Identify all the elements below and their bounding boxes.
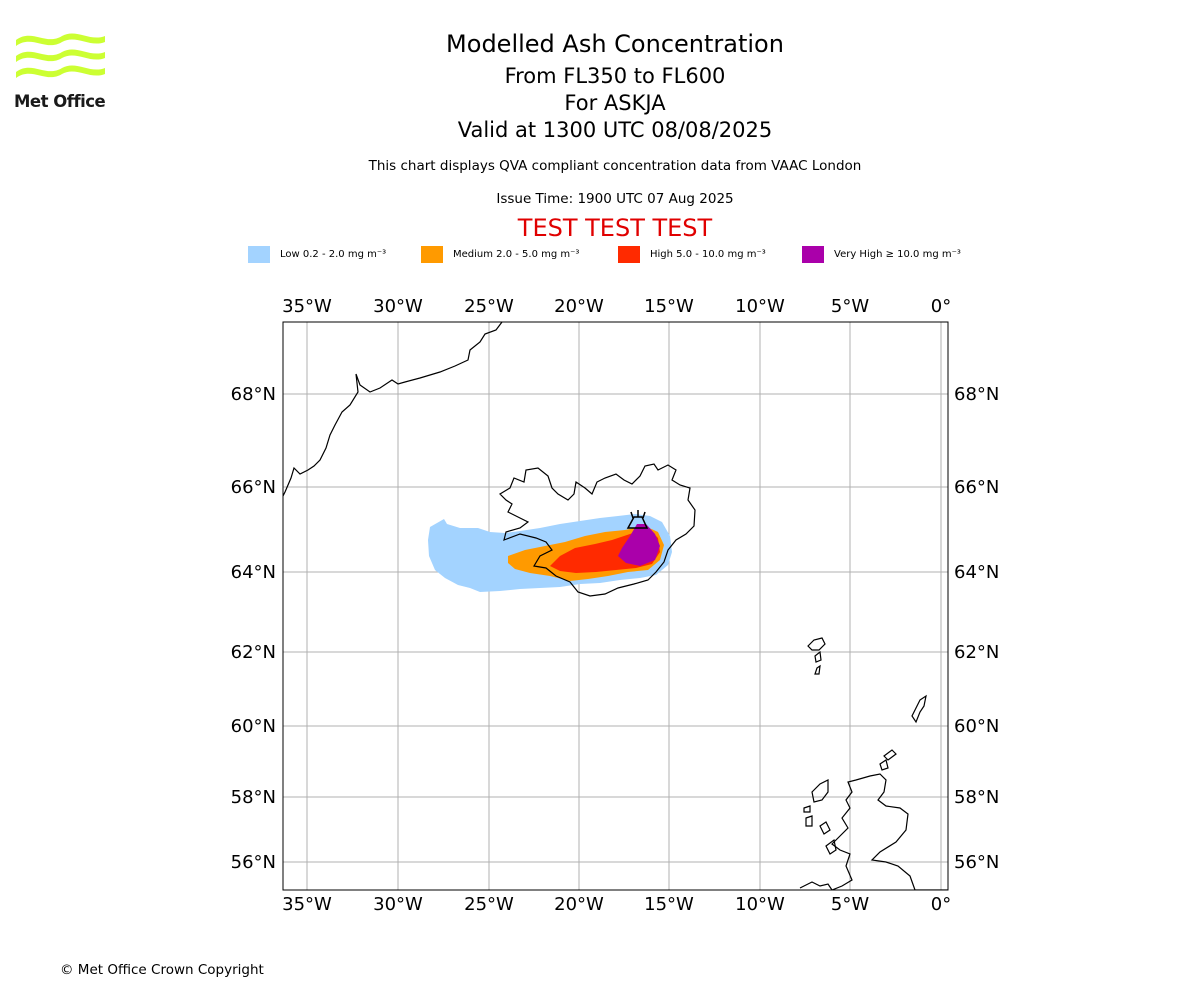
logo-text: Met Office: [14, 92, 106, 111]
lon-label-top: 10°W: [735, 296, 785, 317]
lon-label-top: 15°W: [644, 296, 694, 317]
legend-swatch-medium: [421, 245, 443, 263]
scotland-coast: [831, 773, 948, 890]
legend-item-medium: Medium 2.0 - 5.0 mg m⁻³: [421, 244, 579, 264]
issue-time: Issue Time: 1900 UTC 07 Aug 2025: [496, 191, 734, 207]
lat-label-right: 56°N: [954, 852, 999, 873]
lat-label-right: 60°N: [954, 716, 999, 737]
legend-label-medium: Medium 2.0 - 5.0 mg m⁻³: [453, 248, 580, 260]
lon-label-top: 30°W: [373, 296, 423, 317]
lat-label-left: 62°N: [231, 642, 276, 663]
lat-label-left: 66°N: [231, 477, 276, 498]
shetland-coast: [911, 694, 927, 724]
coastlines: [283, 322, 948, 890]
legend-item-very-high: Very High ≥ 10.0 mg m⁻³: [802, 244, 961, 264]
lat-label-right: 64°N: [954, 562, 999, 583]
lon-label-top: 35°W: [282, 296, 332, 317]
legend-label-high: High 5.0 - 10.0 mg m⁻³: [650, 248, 766, 260]
volcano-icon: [626, 510, 649, 529]
legend-item-high: High 5.0 - 10.0 mg m⁻³: [618, 244, 766, 264]
chart-description: This chart displays QVA compliant concen…: [368, 158, 862, 174]
lat-label-left: 56°N: [231, 852, 276, 873]
lat-labels-left: 68°N 66°N 64°N 62°N 60°N 58°N 56°N: [231, 384, 276, 873]
volcano-name: For ASKJA: [564, 91, 666, 115]
lon-label-bottom: 30°W: [373, 894, 423, 915]
legend-swatch-very-high: [802, 245, 824, 263]
chart-title: Modelled Ash Concentration: [446, 30, 784, 58]
lon-label-bottom: 25°W: [464, 894, 514, 915]
legend-swatch-high: [618, 245, 640, 263]
copyright-notice: © Met Office Crown Copyright: [60, 962, 264, 978]
lon-label-top: 20°W: [554, 296, 604, 317]
lat-label-left: 60°N: [231, 716, 276, 737]
lon-label-top: 0°: [931, 296, 951, 317]
lat-label-right: 66°N: [954, 477, 999, 498]
lat-label-right: 58°N: [954, 787, 999, 808]
valid-time: Valid at 1300 UTC 08/08/2025: [457, 118, 773, 142]
lat-labels-right: 68°N 66°N 64°N 62°N 60°N 58°N 56°N: [954, 384, 999, 873]
lon-label-bottom: 35°W: [282, 894, 332, 915]
lat-label-left: 64°N: [231, 562, 276, 583]
lat-label-right: 68°N: [954, 384, 999, 405]
lon-label-bottom: 10°W: [735, 894, 785, 915]
lat-label-left: 68°N: [231, 384, 276, 405]
legend-label-low: Low 0.2 - 2.0 mg m⁻³: [280, 248, 387, 260]
lon-label-bottom: 15°W: [644, 894, 694, 915]
flight-levels: From FL350 to FL600: [504, 64, 726, 88]
lon-labels-top: 35°W 30°W 25°W 20°W 15°W 10°W 5°W 0°: [282, 296, 951, 317]
iceland-coast: [499, 463, 696, 597]
lat-label-right: 62°N: [954, 642, 999, 663]
lat-label-left: 58°N: [231, 787, 276, 808]
legend-swatch-low: [248, 245, 270, 263]
met-office-waves-icon: [16, 33, 105, 78]
map-frame: [282, 321, 949, 891]
legend-item-low: Low 0.2 - 2.0 mg m⁻³: [248, 244, 386, 264]
lon-label-bottom: 5°W: [831, 894, 869, 915]
lon-label-top: 5°W: [831, 296, 869, 317]
lon-label-top: 25°W: [464, 296, 514, 317]
greenland-coast: [283, 322, 503, 497]
lon-label-bottom: 0°: [931, 894, 951, 915]
met-office-logo: Met Office: [14, 30, 108, 112]
faroe-coast: [807, 637, 826, 651]
test-banner: TEST TEST TEST: [517, 214, 713, 242]
ash-very-high-region: [618, 524, 660, 566]
lon-labels-bottom: 35°W 30°W 25°W 20°W 15°W 10°W 5°W 0°: [282, 894, 951, 915]
legend-label-very-high: Very High ≥ 10.0 mg m⁻³: [834, 248, 961, 260]
lon-label-bottom: 20°W: [554, 894, 604, 915]
